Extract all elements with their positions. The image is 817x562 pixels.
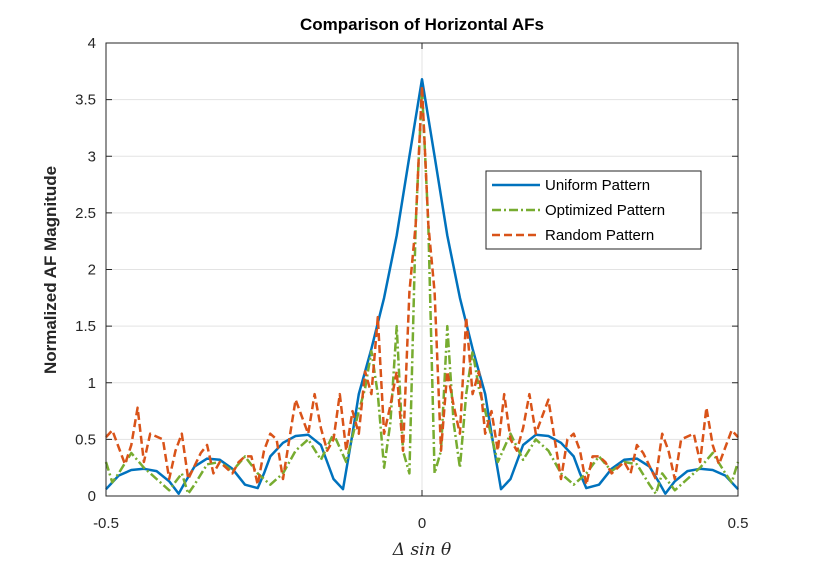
- y-tick-label: 0: [88, 488, 96, 505]
- legend: Uniform Pattern Optimized Pattern Random…: [485, 170, 702, 250]
- tick-marks: [105, 42, 739, 497]
- plot-lines: [104, 77, 740, 495]
- y-axis-label: Normalized AF Magnitude: [41, 166, 60, 374]
- legend-label-random: Random Pattern: [545, 227, 654, 244]
- y-tick-label: 3.5: [75, 92, 96, 109]
- y-tick-label: 1.5: [75, 318, 96, 335]
- y-tick-label: 2.5: [75, 205, 96, 222]
- chart-title: Comparison of Horizontal AFs: [300, 15, 544, 34]
- x-axis-label: Δ sin θ: [392, 540, 451, 560]
- x-tick-label: 0.5: [728, 515, 749, 532]
- y-tick-label: 1: [88, 375, 96, 392]
- x-tick-label: 0: [418, 515, 426, 532]
- series-line-random-pattern: [105, 84, 739, 486]
- y-tick-label: 4: [88, 35, 96, 52]
- tick-labels: 0 0.5 1 1.5 2 2.5 3 3.5 4 -0.5 0 0.5: [75, 35, 748, 532]
- x-tick-label: -0.5: [93, 515, 119, 532]
- series-line-optimized-pattern: [104, 87, 740, 495]
- y-tick-label: 0.5: [75, 431, 96, 448]
- y-tick-label: 3: [88, 148, 96, 165]
- legend-label-optimized: Optimized Pattern: [545, 202, 665, 219]
- legend-label-uniform: Uniform Pattern: [545, 177, 650, 194]
- y-tick-label: 2: [88, 262, 96, 279]
